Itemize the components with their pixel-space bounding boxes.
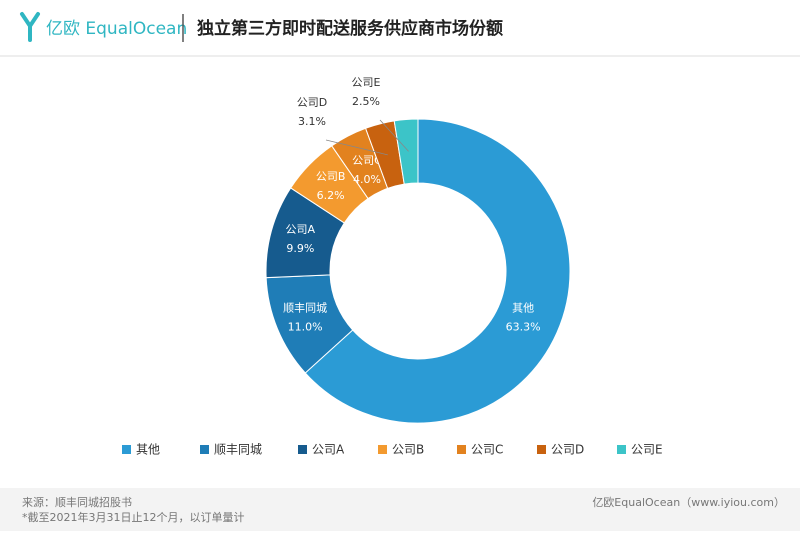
header-title: 独立第三方即时配送服务供应商市场份额 [197,18,503,39]
logo-text: 亿欧 EqualOcean [46,19,187,39]
slice-name: 公司B [316,170,346,183]
slice-name: 顺丰同城 [283,301,327,314]
legend-swatch [200,445,209,454]
legend-swatch [122,445,131,454]
slice-value: 11.0% [288,320,323,333]
legend-swatch [457,445,466,454]
legend-label: 公司D [551,443,584,457]
donut-slice [304,118,571,424]
leader-line [325,139,388,156]
slice-name: 公司A [286,223,316,236]
footer-note: *截至2021年3月31日止12个月，以订单量计 [22,510,245,524]
slice-value: 9.9% [286,242,314,255]
legend-swatch [537,445,546,454]
slice-value: 2.5% [352,95,380,108]
slice-value: 63.3% [506,321,541,334]
slice-value: 4.0% [353,173,381,186]
legend-label: 公司B [392,443,424,457]
footer-bg [0,488,800,531]
donut-slice [393,118,419,185]
legend-swatch [617,445,626,454]
legend-label: 顺丰同城 [214,443,262,457]
slice-name: 公司D [297,96,327,109]
slice-value: 6.2% [317,189,345,202]
legend-label: 公司A [312,443,345,457]
legend-swatch [298,445,307,454]
slice-name: 公司C [352,154,382,167]
slice-name: 其他 [512,302,534,315]
slice-value: 3.1% [298,115,326,128]
legend-label: 公司E [631,443,663,457]
slice-name: 公司E [352,76,381,89]
legend-label: 公司C [471,443,503,457]
logo-icon [20,12,40,42]
footer-brand: 亿欧EqualOcean（www.iyiou.com） [592,496,785,509]
leader-line [379,119,409,152]
footer-source: 来源：顺丰同城招股书 [22,495,132,509]
legend-swatch [378,445,387,454]
legend-label: 其他 [136,443,160,457]
